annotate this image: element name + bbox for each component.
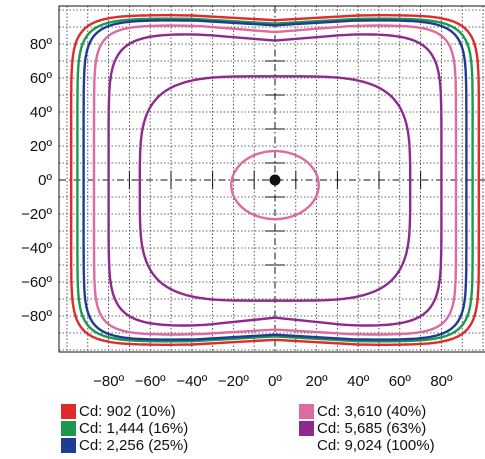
legend-label: Cd: 9,024 (100%) — [317, 437, 435, 454]
y-tick-label: 40º — [30, 104, 53, 121]
legend-item: Cd: 2,256 (25%) — [61, 437, 188, 454]
legend-item: Cd: 5,685 (63%) — [299, 420, 435, 437]
isocandela-contour — [70, 14, 480, 346]
y-tick-label: −20º — [21, 206, 52, 223]
y-tick-label: 0º — [38, 172, 52, 189]
x-tick-label: 20º — [306, 373, 329, 390]
tick-label-layer: 80º 60º 40º 20º 0º −20º −40º −60º −80º −80º −60º −4… — [21, 36, 453, 390]
legend-swatch — [61, 421, 76, 436]
x-tick-label: 0º — [268, 373, 282, 390]
y-tick-label: −60º — [21, 274, 52, 291]
contour-layer — [70, 14, 480, 346]
legend-label: Cd: 902 (10%) — [79, 403, 176, 420]
y-tick-label: 60º — [30, 70, 53, 87]
isocandela-contour — [107, 33, 443, 327]
legend-swatch — [61, 404, 76, 419]
center-point — [269, 174, 281, 186]
isocandela-contour — [82, 19, 468, 341]
y-tick-label: −80º — [21, 308, 52, 325]
isocandela-contour — [138, 75, 412, 302]
legend-swatch — [299, 438, 314, 453]
x-tick-label: −20º — [218, 373, 249, 390]
x-tick-label: 60º — [389, 373, 412, 390]
isocandela-contour — [76, 17, 474, 343]
x-tick-label: 80º — [430, 373, 453, 390]
legend-swatch — [61, 438, 76, 453]
x-tick-label: 40º — [347, 373, 370, 390]
isocandela-chart: 80º 60º 40º 20º 0º −20º −40º −60º −80º −80º −60º −4… — [21, 5, 485, 390]
legend-label: Cd: 3,610 (40%) — [317, 403, 427, 420]
x-tick-label: −40º — [176, 373, 207, 390]
x-tick-label: −60º — [135, 373, 166, 390]
x-tick-label: −80º — [93, 373, 124, 390]
legend-label: Cd: 1,444 (16%) — [79, 420, 189, 437]
isocandela-contour — [92, 24, 458, 336]
y-tick-label: 20º — [30, 138, 53, 155]
isocandela-contour — [230, 149, 320, 221]
legend-swatch — [299, 421, 314, 436]
legend-label: Cd: 2,256 (25%) — [79, 437, 189, 454]
y-tick-label: −40º — [21, 240, 52, 257]
legend-label: Cd: 5,685 (63%) — [317, 420, 427, 437]
legend-item: Cd: 9,024 (100%) — [299, 437, 435, 454]
plot-frame — [58, 5, 485, 353]
legend-item: Cd: 3,610 (40%) — [299, 403, 435, 420]
y-tick-label: 80º — [30, 36, 53, 53]
legend-right-column: Cd: 3,610 (40%) Cd: 5,685 (63%) Cd: 9,02… — [299, 403, 435, 454]
legend-item: Cd: 1,444 (16%) — [61, 420, 188, 437]
legend-item: Cd: 902 (10%) — [61, 403, 188, 420]
legend-swatch — [299, 404, 314, 419]
legend-left-column: Cd: 902 (10%) Cd: 1,444 (16%) Cd: 2,256 … — [61, 403, 188, 454]
